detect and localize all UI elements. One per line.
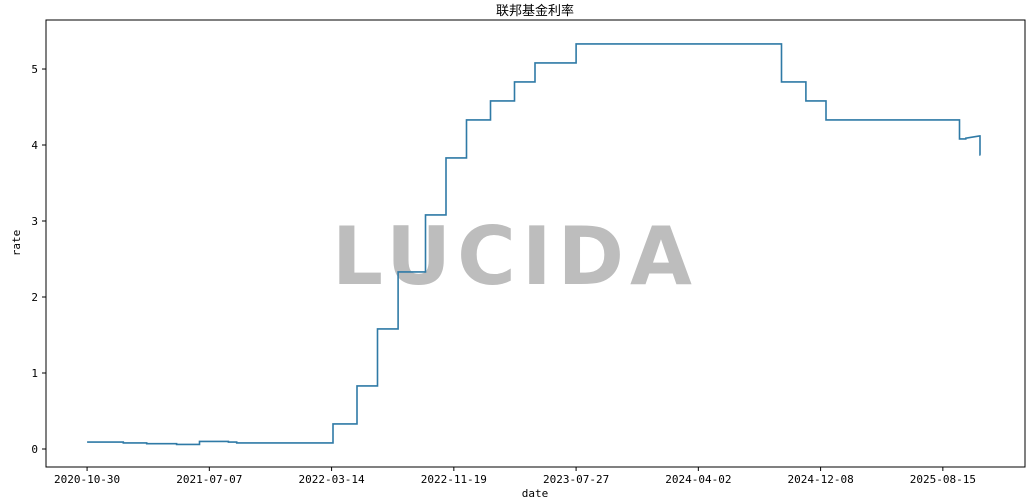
chart-title: 联邦基金利率 [496,3,574,19]
y-tick-label: 0 [31,443,38,456]
y-tick-label: 2 [31,291,38,304]
x-axis: 2020-10-30 2021-07-07 2022-03-14 2022-11-19… [54,467,976,486]
x-tick-label: 2025-08-15 [910,473,976,486]
x-tick-label: 2024-12-08 [787,473,853,486]
x-axis-label: date [522,487,549,500]
y-tick-label: 1 [31,367,38,380]
x-tick-label: 2023-07-27 [543,473,609,486]
x-tick-label: 2020-10-30 [54,473,120,486]
plot-frame [45,19,1026,468]
series-line [87,43,981,446]
y-axis-label: rate [10,230,23,257]
y-tick-label: 5 [31,63,38,76]
y-tick-label: 4 [31,139,38,152]
y-tick-label: 3 [31,215,38,228]
x-tick-label: 2022-03-14 [298,473,365,486]
y-axis: 0 1 2 3 4 5 [31,63,46,456]
watermark: LUCIDA [332,210,698,303]
x-tick-label: 2024-04-02 [665,473,731,486]
x-tick-label: 2022-11-19 [421,473,487,486]
x-tick-label: 2021-07-07 [176,473,242,486]
